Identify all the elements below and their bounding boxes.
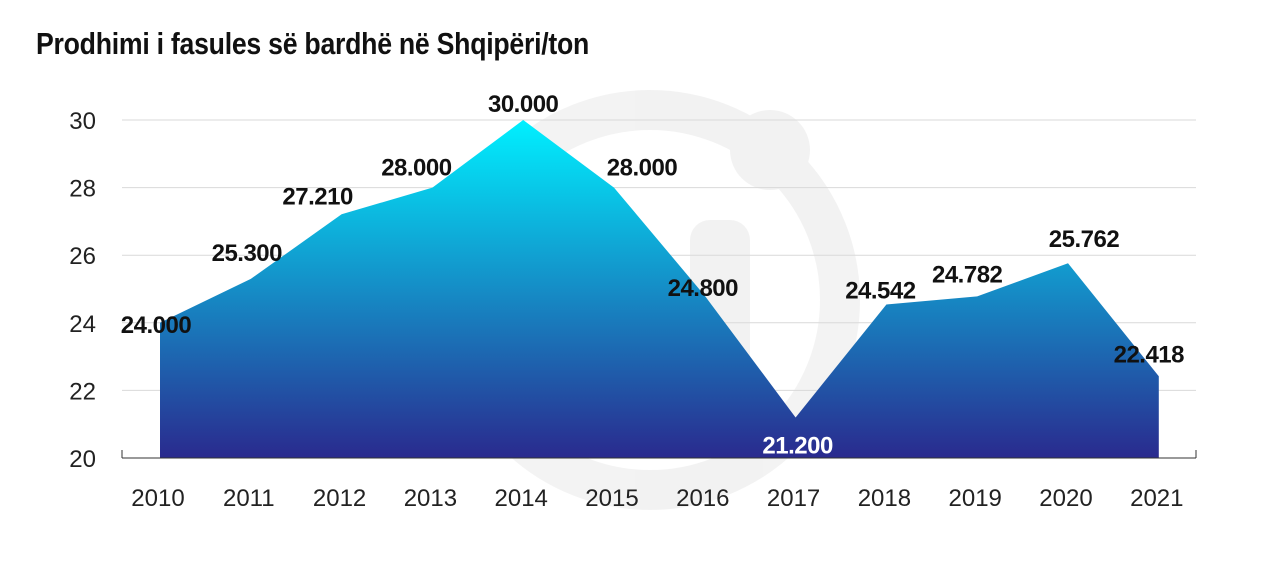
x-tick-label: 2011: [223, 485, 275, 512]
data-label: 25.300: [212, 240, 283, 267]
x-tick-label: 2013: [404, 485, 457, 512]
chart-title: Prodhimi i fasules së bardhë në Shqipëri…: [36, 26, 590, 61]
data-label: 28.000: [607, 155, 678, 182]
data-label: 24.800: [668, 275, 739, 302]
x-axis: [121, 450, 1197, 459]
data-label: 24.000: [121, 312, 192, 339]
y-tick-label: 20: [69, 446, 96, 473]
x-tick-label: 2014: [495, 485, 548, 512]
data-label: 24.542: [845, 277, 916, 304]
x-axis-ticks: 2010 2011 2012 2013 2014 2015 2016 2017 2018 2019…: [131, 485, 1183, 512]
y-axis-ticks: 20 22 24 26 28 30: [69, 108, 96, 473]
data-label: 30.000: [488, 91, 559, 118]
x-tick-label: 2018: [858, 485, 911, 512]
x-tick-label: 2021: [1130, 485, 1183, 512]
data-label: 24.782: [932, 261, 1003, 288]
data-label: 28.000: [381, 155, 452, 182]
y-tick-label: 24: [69, 311, 96, 338]
x-tick-label: 2016: [676, 485, 729, 512]
y-tick-label: 28: [69, 176, 96, 203]
y-tick-label: 22: [69, 378, 96, 405]
y-tick-label: 26: [69, 243, 96, 270]
area-series: [160, 120, 1159, 458]
data-labels: 24.000 25.300 27.210 28.000 30.000 28.000 24.8…: [121, 91, 1185, 459]
x-tick-label: 2012: [313, 485, 366, 512]
x-tick-label: 2017: [767, 485, 820, 512]
x-tick-label: 2015: [585, 485, 638, 512]
data-label: 25.762: [1049, 226, 1120, 253]
data-label: 21.200: [762, 432, 833, 459]
y-tick-label: 30: [69, 108, 96, 135]
data-label: 27.210: [282, 183, 353, 210]
x-tick-label: 2019: [949, 485, 1002, 512]
data-label: 22.418: [1114, 341, 1185, 368]
x-tick-label: 2020: [1039, 485, 1092, 512]
x-tick-label: 2010: [131, 485, 184, 512]
